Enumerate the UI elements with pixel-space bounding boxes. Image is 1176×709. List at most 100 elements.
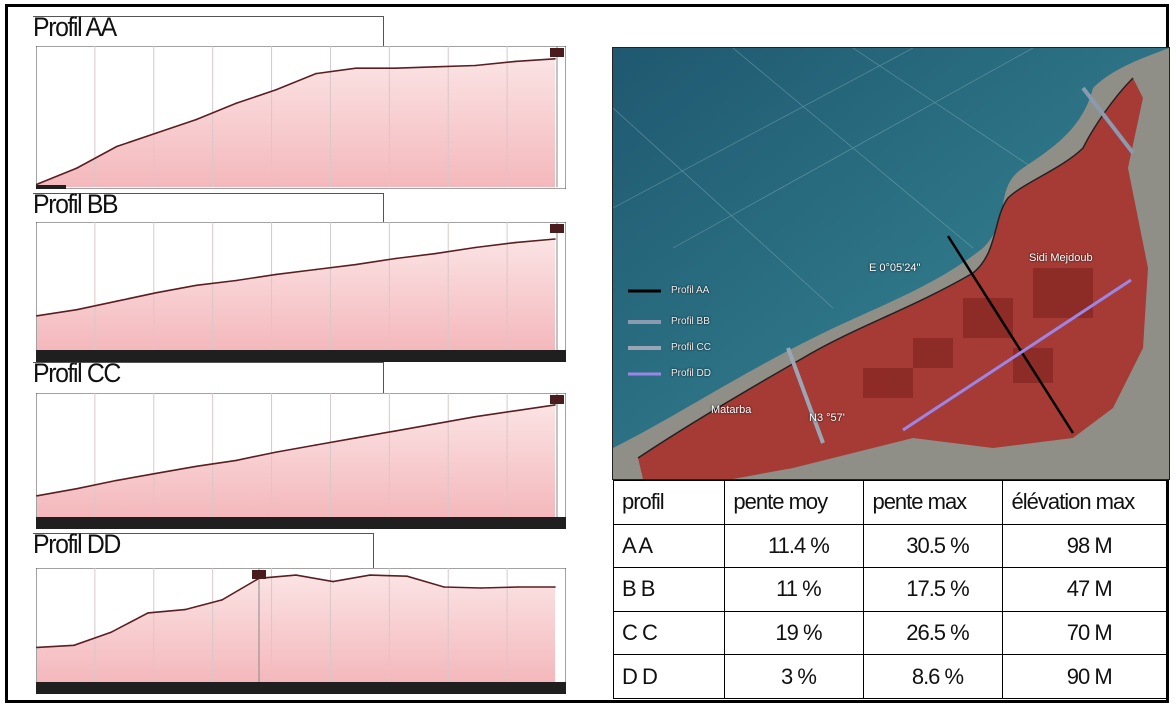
profile-bb-chart	[36, 222, 566, 362]
profile-point	[115, 479, 118, 482]
profile-point	[110, 631, 112, 634]
legend-label-cc: Profil CC	[671, 342, 712, 353]
table-cell: 17.5 %	[863, 567, 1004, 612]
profile-point	[275, 451, 277, 453]
table-cell: 47 M	[1002, 567, 1168, 612]
profile-point	[355, 437, 357, 439]
place-label-sidi-mejdoub: Sidi Mejdoub	[1029, 252, 1093, 264]
profile-point	[115, 145, 118, 148]
profil-cc-line	[786, 347, 825, 444]
profile-line	[36, 238, 556, 317]
profile-point	[394, 430, 397, 432]
table-cell: 11 %	[724, 567, 865, 612]
table-cell: 19 %	[724, 610, 865, 656]
profile-point	[73, 644, 75, 647]
profile-point	[195, 284, 198, 287]
profile-point	[221, 599, 223, 601]
table-row: A A 11.4 % 30.5 % 98 M	[612, 523, 1168, 569]
table-cell: 98 M	[1002, 523, 1168, 569]
max-elevation-tag	[252, 570, 266, 579]
profile-cc-title: Profil CC	[33, 358, 121, 388]
table-cell: 26.5 %	[863, 610, 1004, 656]
profile-point	[195, 465, 198, 468]
profile-point	[315, 72, 317, 75]
profil-dd-line	[902, 278, 1132, 432]
profile-point	[434, 66, 437, 68]
table-row: C C 19 % 26.5 % 70 M	[612, 610, 1168, 656]
distance-axis-bar	[36, 682, 566, 694]
profile-point	[295, 574, 297, 576]
legend-label-dd: Profil DD	[671, 368, 712, 379]
profile-point	[36, 183, 38, 186]
profile-point	[235, 102, 237, 105]
profile-aa-title-box	[33, 16, 384, 47]
profile-point	[369, 574, 371, 576]
profile-area	[37, 58, 555, 187]
table-cell: A A	[612, 523, 726, 569]
profile-point	[36, 315, 38, 317]
profile-point	[195, 118, 198, 121]
table-header-cell: pente max	[863, 480, 1004, 525]
profil-bb-line	[1081, 86, 1135, 155]
profile-point	[474, 415, 477, 418]
profile-aa-title: Profil AA	[33, 12, 117, 42]
profile-point	[155, 132, 158, 134]
profile-area	[37, 239, 555, 350]
table-header-row: profil pente moy pente max élévation max	[612, 480, 1168, 525]
profile-dd-chart	[36, 568, 566, 694]
profile-point	[155, 291, 158, 294]
profile-point	[554, 404, 556, 406]
table-header-cell: pente moy	[724, 480, 865, 525]
profile-bb-title: Profil BB	[33, 189, 119, 219]
profile-point	[554, 58, 556, 60]
profile-point	[554, 586, 556, 588]
table-row: B B 11 % 17.5 % 47 M	[612, 567, 1168, 612]
profile-point	[517, 586, 519, 588]
coordinate-n-label: N3 °57'	[809, 412, 845, 424]
profile-point	[434, 252, 437, 255]
profile-point	[514, 241, 516, 244]
distance-axis-bar	[36, 185, 66, 189]
table-cell: 70 M	[1002, 610, 1168, 656]
profile-point	[275, 273, 277, 276]
table-cell: 8.6 %	[863, 654, 1004, 699]
profile-dd-title: Profil DD	[33, 529, 121, 559]
profile-point	[235, 459, 237, 462]
profile-line	[36, 404, 556, 497]
distance-axis-bar	[36, 517, 566, 529]
slope-statistics-table: profil pente moy pente max élévation max A A…	[612, 480, 1168, 699]
place-label-matarba: Matarba	[711, 404, 752, 416]
table-cell: 30.5 %	[863, 523, 1004, 569]
legend-label-aa: Profil AA	[671, 285, 710, 296]
profile-point	[315, 268, 317, 271]
profile-point	[474, 246, 477, 249]
profile-cc-chart	[36, 393, 566, 529]
table-cell: B B	[612, 567, 726, 612]
profile-point	[76, 167, 78, 169]
profile-point	[406, 575, 408, 577]
profile-point	[36, 646, 38, 649]
profile-point	[147, 612, 149, 614]
profile-point	[76, 308, 78, 311]
profile-point	[76, 487, 78, 490]
table-cell: 3 %	[724, 654, 865, 699]
table-header-cell: élévation max	[1002, 480, 1168, 525]
max-elevation-tag	[550, 224, 564, 233]
coastline	[637, 77, 1134, 459]
profile-point	[474, 64, 477, 67]
profile-point	[443, 586, 445, 588]
profile-point	[480, 587, 482, 589]
table-cell: D D	[612, 654, 726, 699]
profile-point	[514, 60, 516, 63]
profile-point	[355, 263, 357, 266]
profile-bb-title-box	[33, 193, 384, 223]
profile-point	[394, 67, 397, 69]
distance-axis-bar	[36, 350, 566, 362]
table-header-cell: profil	[612, 480, 726, 525]
profile-cc-title-box	[33, 362, 384, 394]
profile-point	[36, 495, 38, 497]
profile-point	[514, 410, 516, 412]
profile-point	[115, 300, 118, 302]
profile-point	[315, 444, 317, 446]
